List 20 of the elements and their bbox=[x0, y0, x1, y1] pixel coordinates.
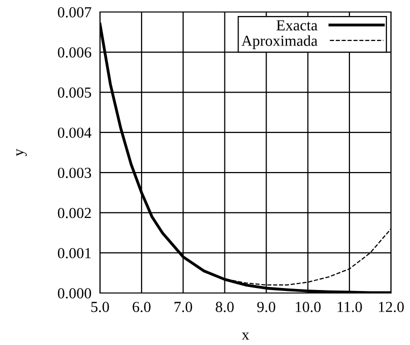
y-tick-label: 0.002 bbox=[58, 208, 91, 218]
y-tick-label: 0.000 bbox=[58, 288, 92, 299]
y-tick-label: 0.005 bbox=[58, 87, 92, 98]
x-tick-label: 7.0 bbox=[174, 302, 192, 312]
y-axis-title: y bbox=[16, 148, 27, 156]
x-tick-label: 11.0 bbox=[338, 302, 362, 312]
y-tick-label: 0.004 bbox=[58, 128, 92, 138]
y-tick-label: 0.001 bbox=[58, 248, 91, 258]
x-tick-label: 12.0 bbox=[378, 302, 404, 312]
x-tick-label: 9.0 bbox=[257, 302, 276, 312]
x-tick-label: 8.0 bbox=[216, 302, 234, 312]
y-tick-label: 0.006 bbox=[58, 47, 92, 58]
legend-label: Exacta bbox=[276, 20, 318, 30]
y-tick-label: 0.003 bbox=[58, 168, 92, 178]
y-tick-label: 0.007 bbox=[58, 7, 92, 18]
legend-label: Aproximada bbox=[241, 35, 318, 50]
x-tick-label: 6.0 bbox=[132, 302, 151, 312]
x-tick-label: 10.0 bbox=[296, 302, 321, 312]
x-axis-title: x bbox=[242, 332, 250, 340]
x-tick-label: 5.0 bbox=[91, 302, 109, 312]
